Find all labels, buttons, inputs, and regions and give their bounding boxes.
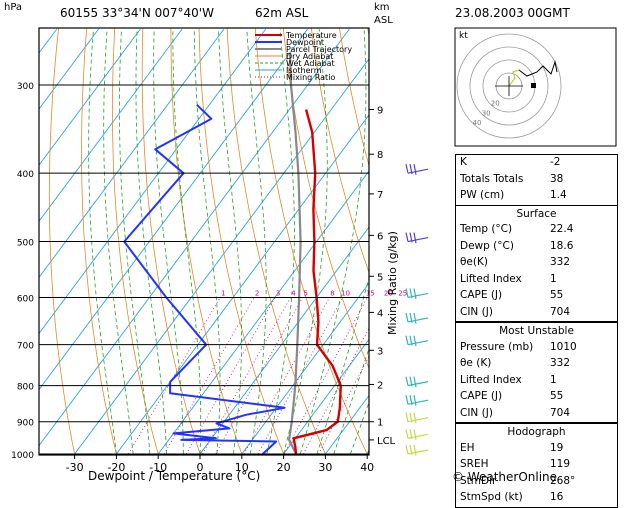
index-row: CAPE (J) 55 [456,389,617,406]
xaxis-title: Dewpoint / Temperature (°C) [88,469,260,483]
index-row: Totals Totals 38 [456,172,617,189]
index-row: CIN (J) 704 [456,305,617,322]
index-value: 16 [550,491,563,503]
index-key: CIN (J) [460,306,493,318]
index-row: CAPE (J) 55 [456,288,617,305]
index-row: CIN (J) 704 [456,406,617,423]
index-row: StmSpd (kt) 16 [456,490,617,507]
index-key: Dewp (°C) [460,240,514,252]
copyright: © WeatherOnline [452,470,557,484]
index-value: 55 [550,289,563,301]
index-row: Lifted Index 1 [456,373,617,390]
storm-motion-marker [531,83,536,88]
index-key: θe (K) [460,357,491,369]
surface-block: Surface Temp (°C) 22.4 Dewp (°C) 18.6 θe(K) 3… [455,205,618,323]
index-key: PW (cm) [460,189,504,201]
hodograph-kt-label: kt [459,31,468,41]
index-key: θe(K) [460,256,488,268]
index-key: CAPE (J) [460,289,502,301]
index-key: Totals Totals [460,173,523,185]
index-key: StmSpd (kt) [460,491,523,503]
index-row: θe (K) 332 [456,356,617,373]
hodograph-ring-label: 40 [473,119,482,127]
index-row: PW (cm) 1.4 [456,188,617,205]
index-value: 18.6 [550,240,573,252]
index-row: EH 19 [456,441,617,458]
index-key: Lifted Index [460,374,522,386]
index-row: Lifted Index 1 [456,272,617,289]
index-value: -2 [550,156,560,168]
index-key: K [460,156,467,168]
index-value: 22.4 [550,223,573,235]
index-value: 704 [550,407,570,419]
index-key: Lifted Index [460,273,522,285]
index-value: 1 [550,273,557,285]
index-row: Pressure (mb) 1010 [456,340,617,357]
index-row: Temp (°C) 22.4 [456,222,617,239]
index-value: 332 [550,357,570,369]
hodograph-ring-label: 20 [491,100,500,108]
index-value: 38 [550,173,563,185]
index-value: 119 [550,458,570,470]
index-key: Temp (°C) [460,223,512,235]
hodograph-ring-label: 30 [482,109,491,117]
most-unstable-block: Most Unstable Pressure (mb) 1010 θe (K) 332… [455,322,618,423]
index-key: CIN (J) [460,407,493,419]
index-value: 1 [550,374,557,386]
index-row: θe(K) 332 [456,255,617,272]
index-value: 55 [550,390,563,402]
index-key: SREH [460,458,489,470]
index-row: Dewp (°C) 18.6 [456,239,617,256]
index-key: EH [460,442,475,454]
index-key: Pressure (mb) [460,341,533,353]
surface-title: Surface [456,206,617,223]
most-unstable-title: Most Unstable [456,323,617,340]
index-value: 704 [550,306,570,318]
indices-table: K -2 Totals Totals 38 PW (cm) 1.4 Surface Tem… [455,154,618,508]
index-key: CAPE (J) [460,390,502,402]
index-value: 19 [550,442,563,454]
index-value: 332 [550,256,570,268]
index-value: 1010 [550,341,577,353]
hodograph-title: Hodograph [456,424,617,441]
indices-top-block: K -2 Totals Totals 38 PW (cm) 1.4 [456,155,617,205]
index-row: K -2 [456,155,617,172]
index-value: 1.4 [550,189,567,201]
